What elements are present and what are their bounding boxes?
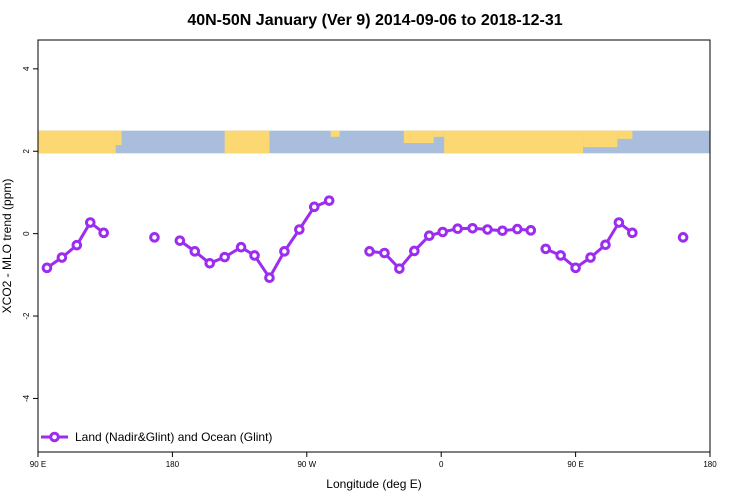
y-tick-label: 2 <box>22 148 31 153</box>
chart-title: 40N-50N January (Ver 9) 2014-09-06 to 20… <box>187 12 562 29</box>
y-axis-label: XCO2 - MLO trend (ppm) <box>0 179 14 314</box>
map-land <box>403 130 434 143</box>
x-tick-label: 0 <box>439 460 444 469</box>
data-point <box>189 246 201 257</box>
map-land <box>617 130 633 139</box>
map-land <box>433 130 445 137</box>
x-tick-label: 90 E <box>30 460 46 469</box>
data-point <box>409 245 420 257</box>
legend: Land (Nadir&Glint) and Ocean (Glint) <box>41 430 272 444</box>
x-axis: 90 E 180 90 W 0 90 E 180 <box>30 452 717 469</box>
data-point <box>219 251 230 263</box>
y-tick-label: -2 <box>22 312 31 320</box>
legend-label: Land (Nadir&Glint) and Ocean (Glint) <box>75 430 272 444</box>
data-point <box>84 217 96 228</box>
data-point <box>600 239 611 251</box>
map-land <box>224 130 270 154</box>
data-point <box>423 230 435 241</box>
x-tick-label: 180 <box>703 460 717 469</box>
data-point <box>570 262 581 274</box>
data-point <box>613 217 625 228</box>
data-point <box>379 247 390 259</box>
data-point <box>174 235 186 246</box>
x-tick-label: 90 E <box>567 460 583 469</box>
data-point <box>98 227 110 239</box>
data-point <box>437 226 448 238</box>
series-line <box>178 199 330 280</box>
data-point <box>308 201 320 213</box>
data-point <box>497 225 508 237</box>
plot-frame <box>37 39 711 453</box>
y-tick-label: 4 <box>22 66 31 71</box>
data-point <box>204 258 216 269</box>
data-point <box>555 250 566 261</box>
x-tick-label: 180 <box>166 460 180 469</box>
y-tick-label: -4 <box>22 394 31 402</box>
data-point <box>249 250 260 261</box>
data-point <box>294 224 305 235</box>
plot-area <box>41 195 689 284</box>
data-point <box>364 246 375 257</box>
y-tick-label: 0 <box>22 231 31 236</box>
x-tick-label: 90 W <box>297 460 316 469</box>
map-strip <box>38 130 710 154</box>
map-land <box>330 130 340 137</box>
data-point <box>585 252 596 263</box>
data-point <box>627 227 638 239</box>
data-point <box>264 272 275 284</box>
data-point <box>323 195 335 206</box>
data-point <box>235 241 247 253</box>
data-point <box>394 263 405 274</box>
y-axis: 4 2 0 -2 -4 <box>22 66 38 402</box>
map-land <box>583 130 618 148</box>
data-point <box>56 252 68 263</box>
data-point <box>279 246 290 257</box>
map-land <box>38 130 116 154</box>
legend-marker <box>49 431 60 443</box>
data-point <box>71 239 83 251</box>
data-point <box>149 232 160 243</box>
data-point <box>512 223 523 235</box>
series-line <box>369 226 531 271</box>
data-point <box>540 243 552 255</box>
data-point <box>452 223 463 234</box>
map-land <box>444 130 584 154</box>
data-point <box>525 225 537 236</box>
x-axis-label: Longitude (deg E) <box>326 477 421 491</box>
data-point <box>677 232 689 243</box>
data-point <box>482 224 493 235</box>
data-point <box>41 262 53 274</box>
data-point <box>467 222 478 234</box>
map-land <box>115 130 122 146</box>
